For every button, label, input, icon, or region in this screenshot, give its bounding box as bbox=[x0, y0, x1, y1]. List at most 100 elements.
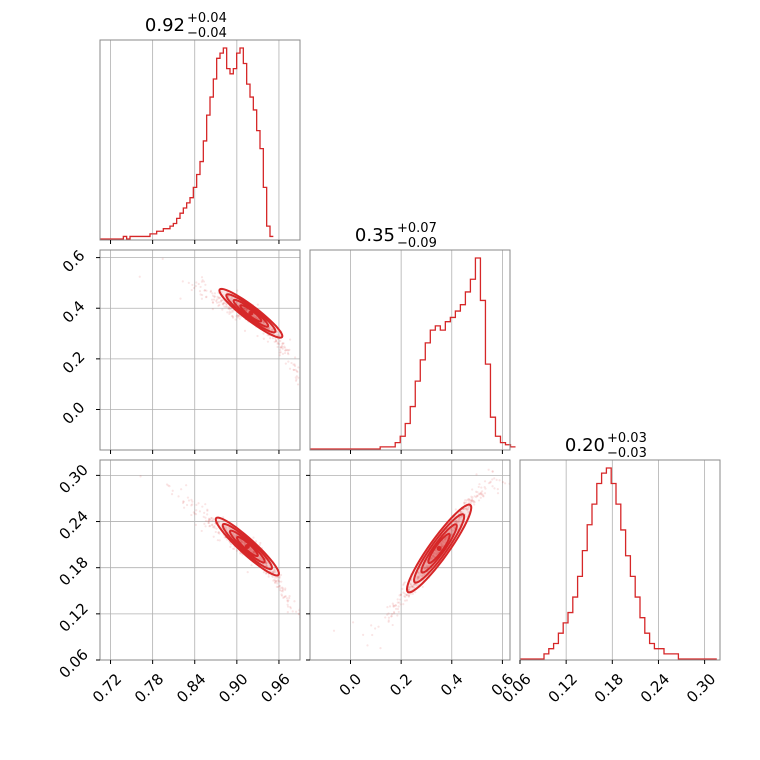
sample-point bbox=[440, 543, 443, 547]
sample-point bbox=[457, 519, 460, 522]
sample-point bbox=[481, 493, 484, 496]
sample-point bbox=[417, 576, 420, 579]
sample-point bbox=[185, 503, 189, 507]
sample-point bbox=[410, 585, 413, 588]
sample-point bbox=[191, 503, 194, 506]
sample-point bbox=[274, 337, 277, 340]
sample-point bbox=[479, 496, 482, 499]
sample-point bbox=[194, 513, 198, 516]
sample-point bbox=[406, 594, 409, 597]
sample-point bbox=[223, 536, 226, 539]
sample-point bbox=[273, 581, 277, 585]
sample-point bbox=[414, 591, 417, 594]
sample-point bbox=[281, 346, 284, 349]
sample-point bbox=[183, 506, 186, 509]
x-tick-label: 0.96 bbox=[257, 670, 293, 706]
sample-point bbox=[463, 501, 466, 504]
sample-point bbox=[430, 556, 433, 560]
sample-point bbox=[205, 295, 208, 298]
sample-point bbox=[211, 294, 215, 297]
sample-point bbox=[464, 499, 467, 502]
y-tick-label: 0.06 bbox=[55, 645, 91, 681]
sample-point bbox=[423, 572, 427, 575]
sample-point bbox=[296, 370, 299, 373]
sample-point bbox=[393, 612, 396, 615]
sample-point bbox=[469, 498, 472, 501]
sample-point bbox=[275, 576, 279, 579]
sample-point bbox=[407, 588, 410, 591]
sample-point bbox=[267, 327, 270, 330]
sample-point bbox=[271, 337, 275, 340]
sample-point bbox=[420, 574, 423, 577]
sample-point bbox=[517, 488, 519, 490]
sample-point bbox=[279, 346, 282, 349]
sample-point bbox=[266, 334, 269, 337]
sample-point bbox=[295, 610, 298, 613]
sample-point bbox=[286, 599, 289, 602]
sample-point bbox=[396, 601, 399, 604]
sample-point bbox=[409, 582, 412, 585]
sample-point bbox=[402, 583, 405, 586]
sample-point bbox=[212, 298, 216, 301]
sample-point bbox=[467, 507, 470, 510]
sample-point bbox=[192, 511, 195, 514]
sample-point bbox=[475, 473, 478, 476]
sample-point bbox=[272, 570, 275, 573]
sample-point bbox=[285, 348, 288, 351]
y-tick-label: 0.0 bbox=[59, 398, 89, 428]
sample-point bbox=[470, 501, 473, 505]
sample-point bbox=[390, 615, 393, 618]
param-title-plus: +0.07 bbox=[397, 221, 437, 236]
sample-point bbox=[207, 517, 211, 520]
sample-point bbox=[477, 485, 480, 489]
sample-point bbox=[435, 550, 438, 553]
histogram-step-line bbox=[310, 257, 516, 450]
sample-point bbox=[453, 526, 456, 529]
sample-point bbox=[482, 494, 485, 497]
sample-point bbox=[250, 564, 253, 567]
sample-point bbox=[296, 383, 300, 386]
sample-point bbox=[277, 585, 280, 589]
sample-point bbox=[455, 519, 458, 523]
histogram-step-line bbox=[520, 467, 717, 660]
sample-point bbox=[278, 580, 281, 583]
sample-point bbox=[230, 314, 234, 318]
sample-point bbox=[265, 564, 268, 567]
sample-point bbox=[190, 504, 193, 507]
sample-point bbox=[281, 590, 284, 593]
sample-point bbox=[280, 589, 283, 592]
sample-point bbox=[442, 541, 445, 544]
sample-point bbox=[267, 573, 270, 576]
sample-point bbox=[275, 585, 278, 588]
sample-point bbox=[284, 362, 287, 365]
sample-point bbox=[394, 607, 398, 610]
sample-point bbox=[262, 321, 266, 324]
x-tick-label: 0.30 bbox=[683, 670, 719, 706]
sample-point bbox=[276, 582, 279, 585]
sample-point bbox=[491, 485, 494, 488]
sample-point bbox=[388, 605, 392, 608]
sample-point bbox=[411, 585, 414, 589]
sample-point bbox=[480, 486, 483, 489]
sample-point bbox=[390, 613, 394, 616]
sample-point bbox=[225, 304, 228, 307]
sample-point bbox=[266, 340, 270, 343]
hist-panel-3: 0.06 0.12 0.18 0.24 0.300.20 +0.03−0.03 bbox=[498, 431, 721, 706]
sample-point bbox=[262, 571, 265, 574]
sample-point bbox=[472, 501, 475, 504]
sample-point bbox=[279, 351, 282, 354]
sample-point bbox=[195, 281, 198, 284]
sample-point bbox=[277, 334, 280, 337]
sample-point bbox=[416, 575, 419, 578]
sample-point bbox=[483, 480, 487, 483]
sample-point bbox=[200, 276, 204, 279]
sample-point bbox=[200, 529, 203, 533]
sample-point bbox=[219, 300, 222, 303]
sample-point bbox=[226, 311, 229, 314]
sample-point bbox=[228, 310, 231, 314]
sample-point bbox=[470, 495, 473, 498]
sample-point bbox=[402, 591, 405, 594]
sample-point bbox=[203, 289, 206, 292]
sample-point bbox=[212, 526, 215, 529]
sample-point bbox=[234, 536, 237, 539]
